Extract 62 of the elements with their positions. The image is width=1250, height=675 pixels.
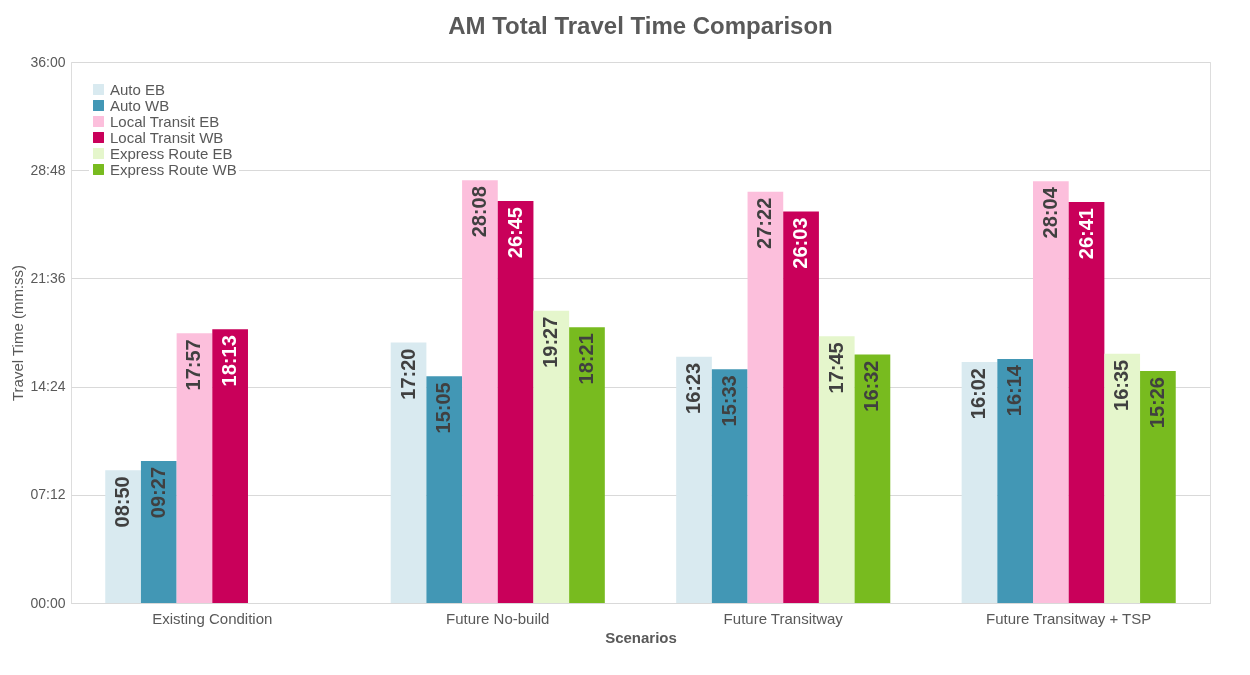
bar	[1140, 371, 1176, 603]
data-label: 28:04	[1038, 186, 1061, 239]
legend-label: Express Route EB	[110, 144, 233, 162]
data-label: 18:13	[218, 335, 241, 387]
data-label: 27:22	[753, 197, 776, 249]
data-label: 15:26	[1145, 377, 1168, 429]
data-label: 16:02	[967, 368, 990, 420]
bar	[997, 359, 1034, 603]
bar	[569, 327, 605, 603]
bar	[783, 211, 819, 603]
bar	[140, 460, 177, 603]
bar	[676, 356, 712, 603]
bar	[747, 191, 784, 603]
bar	[854, 354, 891, 603]
data-label: 16:14	[1003, 364, 1026, 417]
bar	[426, 376, 463, 603]
bar	[462, 180, 498, 603]
data-label: 17:45	[824, 342, 847, 394]
legend-label: Local Transit WB	[110, 128, 224, 146]
bar	[533, 310, 570, 603]
data-label: 15:33	[717, 375, 740, 427]
bar	[1033, 181, 1069, 603]
data-label: 15:05	[432, 382, 455, 434]
bar	[1104, 353, 1141, 603]
bar	[390, 342, 427, 603]
data-label: 16:32	[860, 360, 883, 412]
y-tick-label: 36:00	[30, 53, 66, 70]
y-tick-label: 21:36	[30, 269, 66, 286]
y-tick-label: 28:48	[30, 161, 66, 178]
data-label: 26:45	[503, 207, 526, 259]
x-tick-label: Future Transitway + TSP	[986, 609, 1152, 627]
data-label: 17:57	[182, 339, 205, 391]
y-axis-title: Travel Time (mm:ss)	[9, 264, 27, 402]
x-axis-title: Scenarios	[605, 628, 677, 646]
data-label: 26:03	[789, 217, 812, 269]
data-label: 19:27	[539, 316, 562, 368]
x-tick-label: Future Transitway	[723, 609, 844, 627]
data-label: 09:27	[146, 466, 169, 519]
data-label: 16:23	[682, 362, 705, 414]
legend-label: Auto WB	[110, 96, 170, 114]
chart-title: AM Total Travel Time Comparison	[448, 12, 833, 39]
data-label: 08:50	[111, 476, 134, 528]
data-label: 18:21	[574, 333, 597, 385]
bar	[176, 333, 213, 603]
y-tick-label: 07:12	[30, 486, 66, 503]
bar	[1068, 202, 1105, 603]
bar	[711, 369, 748, 603]
bar	[497, 201, 534, 603]
data-label: 16:35	[1110, 359, 1133, 411]
x-tick-label: Future No-build	[446, 609, 550, 627]
legend-label: Auto EB	[110, 80, 166, 98]
x-tick-label: Existing Condition	[152, 609, 273, 627]
bar	[818, 336, 855, 603]
y-tick-label: 00:00	[30, 594, 66, 611]
y-tick-label: 14:24	[30, 378, 66, 395]
data-label: 26:41	[1074, 208, 1097, 260]
data-label: 28:08	[467, 186, 490, 238]
bar	[212, 329, 248, 603]
bar	[961, 362, 998, 603]
data-label: 17:20	[396, 348, 419, 400]
legend-label: Local Transit EB	[110, 112, 220, 130]
bar	[105, 470, 141, 603]
